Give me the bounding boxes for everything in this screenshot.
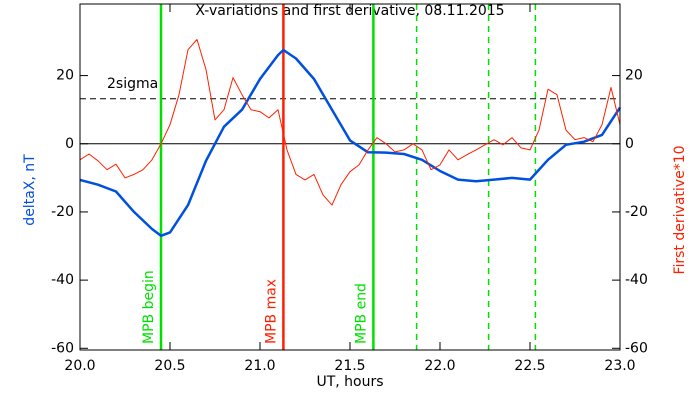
y2-tick-label: 0 [625, 136, 634, 152]
plot-frame [79, 3, 621, 351]
x-tick-label: 23.0 [604, 358, 635, 374]
x-tick-label: 22.0 [424, 358, 455, 374]
x-tick-label: 20.0 [64, 358, 95, 374]
data-line [79, 39, 621, 206]
y-tick-label: -40 [51, 272, 74, 288]
y-tick-label: 0 [65, 136, 74, 152]
y2-tick-label: 20 [625, 68, 643, 84]
y2-tick-label: -20 [625, 204, 648, 220]
event-label: MPB begin [141, 270, 157, 344]
event-label: MPB max [263, 279, 279, 344]
y2-tick-label: -40 [625, 272, 648, 288]
y-tick-label: 20 [56, 68, 74, 84]
x-axis-label: UT, hours [316, 374, 383, 390]
y2-axis-label: First derivative*10 [672, 145, 688, 274]
y-axis-label: deltaX, nT [22, 154, 38, 226]
x-tick-label: 21.0 [244, 358, 275, 374]
x-tick-label: 20.5 [154, 358, 185, 374]
x-tick-label: 22.5 [514, 358, 545, 374]
y2-tick-label: -60 [625, 340, 648, 356]
reference-label: 2sigma [107, 76, 158, 92]
y-tick-label: -60 [51, 340, 74, 356]
data-line [79, 48, 622, 238]
y-tick-label: -20 [51, 204, 74, 220]
x-tick-label: 21.5 [334, 358, 365, 374]
event-label: MPB end [353, 283, 369, 344]
